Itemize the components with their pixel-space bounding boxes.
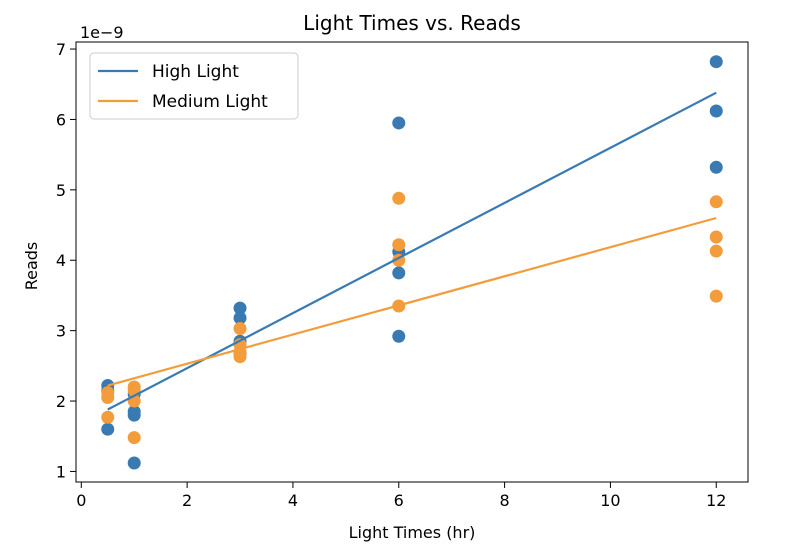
legend-label-series-2: Medium Light [152,92,268,112]
x-tick-label: 0 [76,491,86,510]
data-point-series-1 [101,422,115,436]
x-tick-label: 10 [600,491,620,510]
data-point-series-1 [392,266,406,280]
y-offset-label: 1e−9 [80,23,124,42]
x-tick-label: 12 [706,491,726,510]
y-tick-label: 7 [56,40,66,59]
chart-title: Light Times vs. Reads [303,11,521,35]
plot-area [101,55,723,470]
data-point-series-1 [709,104,723,118]
fit-line-series-2 [107,216,717,387]
legend-label-series-1: High Light [152,62,239,82]
data-point-series-2 [233,322,247,336]
data-point-series-1 [127,408,141,422]
data-point-series-2 [709,289,723,303]
data-point-series-2 [101,391,115,405]
x-axis-label: Light Times (hr) [349,523,476,542]
data-point-series-1 [709,160,723,174]
x-tick-label: 8 [500,491,510,510]
y-tick-label: 4 [56,251,66,270]
data-point-series-1 [233,301,247,315]
y-tick-label: 3 [56,322,66,341]
data-point-series-1 [127,456,141,470]
data-point-series-1 [709,55,723,69]
y-axis-label: Reads [22,242,41,291]
fit-line-series-1 [107,91,717,411]
y-tick-label: 6 [56,110,66,129]
data-point-series-2 [709,244,723,258]
data-point-series-2 [101,410,115,424]
data-point-series-1 [392,116,406,130]
y-tick-label: 5 [56,181,66,200]
y-tick-label: 2 [56,392,66,411]
data-point-series-2 [709,230,723,244]
data-point-series-2 [233,350,247,364]
x-tick-label: 4 [288,491,298,510]
plot-frame [75,41,749,483]
data-point-series-2 [392,191,406,205]
data-point-series-2 [392,238,406,252]
data-point-series-2 [709,195,723,209]
legend-box [89,52,299,120]
data-point-series-2 [127,431,141,445]
data-point-series-1 [233,311,247,325]
x-tick-label: 6 [394,491,404,510]
y-tick-label: 1 [56,462,66,481]
data-point-series-1 [392,329,406,343]
x-tick-label: 2 [182,491,192,510]
legend: High Light Medium Light [89,52,299,120]
